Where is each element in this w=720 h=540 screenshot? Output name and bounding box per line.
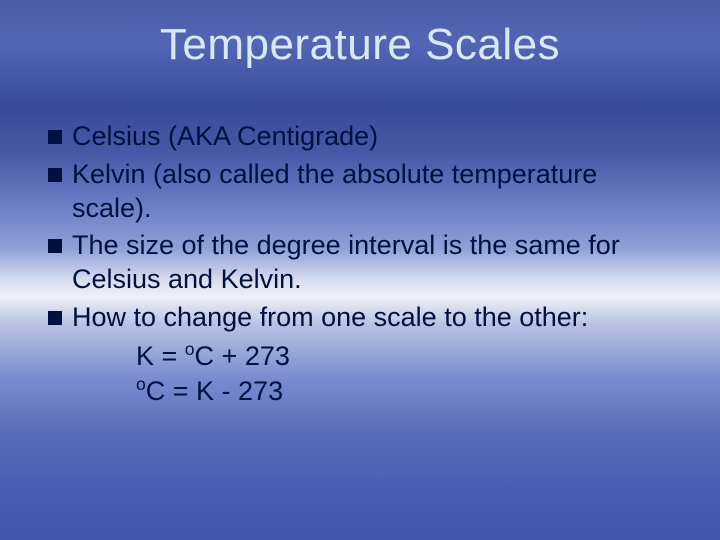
- bullet-text: How to change from one scale to the othe…: [72, 301, 588, 335]
- bullet-text: Kelvin (also called the absolute tempera…: [72, 158, 680, 226]
- bullet-item: Celsius (AKA Centigrade): [48, 120, 680, 154]
- bullet-square-icon: [48, 168, 62, 182]
- bullet-text: The size of the degree interval is the s…: [72, 229, 680, 297]
- bullet-square-icon: [48, 311, 62, 325]
- formula-text: C = K - 273: [146, 376, 283, 406]
- slide-title: Temperature Scales: [0, 20, 720, 70]
- slide-body: Celsius (AKA Centigrade) Kelvin (also ca…: [48, 120, 680, 409]
- bullet-square-icon: [48, 239, 62, 253]
- formula-text: K =: [136, 341, 185, 371]
- formula-sup: o: [136, 374, 146, 394]
- bullet-item: Kelvin (also called the absolute tempera…: [48, 158, 680, 226]
- formula-line-1: K = oC + 273: [136, 339, 680, 374]
- bullet-square-icon: [48, 130, 62, 144]
- formula-line-2: oC = K - 273: [136, 374, 680, 409]
- formula-block: K = oC + 273 oC = K - 273: [136, 339, 680, 409]
- formula-text: C + 273: [195, 341, 290, 371]
- slide: Temperature Scales Celsius (AKA Centigra…: [0, 0, 720, 540]
- bullet-text: Celsius (AKA Centigrade): [72, 120, 378, 154]
- bullet-item: How to change from one scale to the othe…: [48, 301, 680, 335]
- bullet-item: The size of the degree interval is the s…: [48, 229, 680, 297]
- formula-sup: o: [185, 339, 195, 359]
